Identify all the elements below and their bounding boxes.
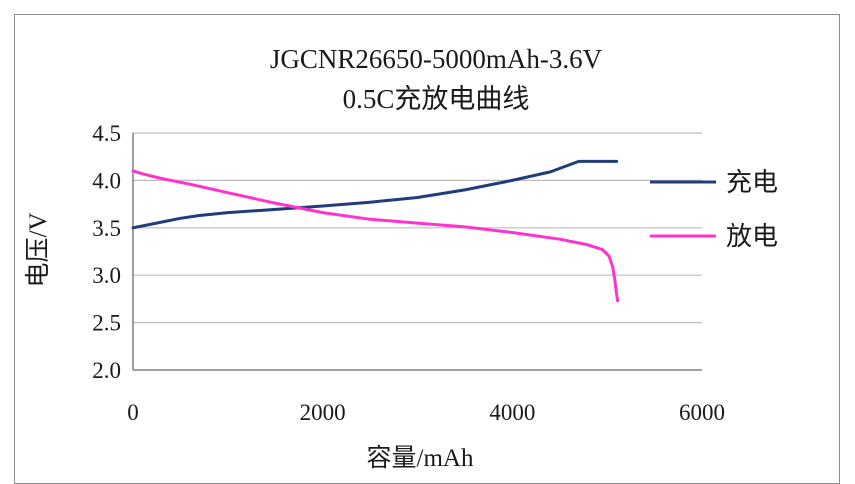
y-tick-label: 4.0 xyxy=(92,168,121,193)
series-lines xyxy=(131,159,620,303)
x-tick-labels: 0 2000 4000 6000 xyxy=(127,400,725,425)
y-tick-label: 3.0 xyxy=(92,263,121,288)
x-axis-label: 容量/mAh xyxy=(367,444,474,472)
x-tick-label: 2000 xyxy=(300,400,346,425)
chart-frame xyxy=(14,14,840,484)
y-tick-labels: 2.0 2.5 3.0 3.5 4.0 4.5 xyxy=(92,121,121,383)
x-tick-label: 0 xyxy=(127,400,139,425)
y-tick-label: 2.0 xyxy=(92,358,121,383)
gridlines xyxy=(132,132,702,371)
y-tick-label: 3.5 xyxy=(92,216,121,241)
legend-label: 充电 xyxy=(726,168,778,197)
y-axis-label: 电压/V xyxy=(24,212,52,287)
x-tick-label: 6000 xyxy=(679,400,725,425)
chart-subtitle: 0.5C充放电曲线 xyxy=(343,84,530,114)
legend-label: 放电 xyxy=(726,222,778,251)
chart-title: JGCNR26650-5000mAh-3.6V xyxy=(270,44,603,74)
discharge-series-line xyxy=(131,169,620,303)
charge-series-line xyxy=(131,159,619,230)
x-tick-label: 4000 xyxy=(489,400,535,425)
y-tick-label: 4.5 xyxy=(92,121,121,146)
y-tick-label: 2.5 xyxy=(92,311,121,336)
